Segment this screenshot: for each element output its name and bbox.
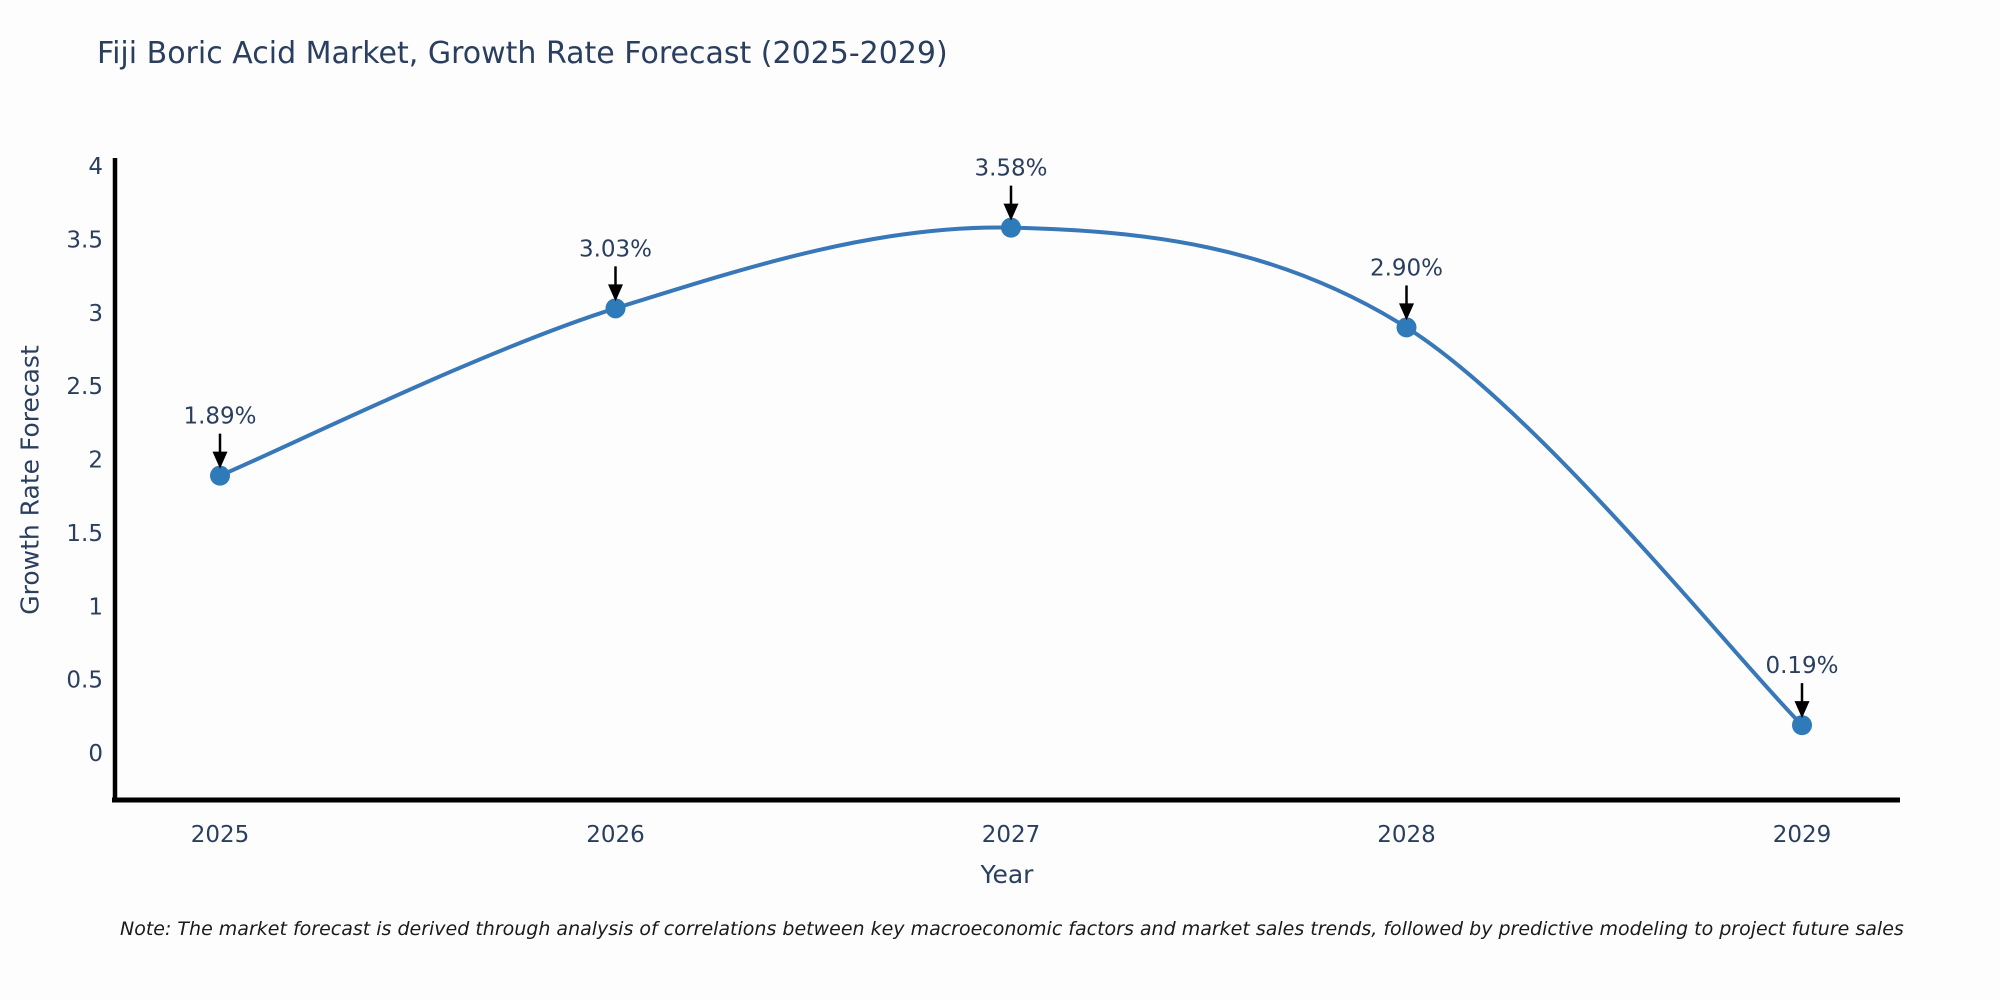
data-point-marker (1001, 217, 1021, 238)
x-tick-label: 2025 (191, 822, 250, 848)
y-tick-label: 0 (88, 741, 103, 767)
y-tick-label: 2.5 (66, 374, 103, 400)
data-point-marker (605, 298, 626, 319)
x-tick-label: 2026 (586, 822, 645, 848)
point-value-label: 3.58% (974, 156, 1047, 182)
y-tick-label: 2 (88, 448, 103, 474)
y-tick-label: 4 (88, 154, 103, 180)
annotation-arrowhead-icon (1794, 701, 1810, 719)
data-point-marker (1792, 715, 1812, 736)
annotation-arrowhead-icon (608, 284, 623, 302)
x-tick-label: 2029 (1773, 822, 1832, 848)
chart-footnote: Note: The market forecast is derived thr… (120, 918, 1904, 940)
data-point-marker (210, 465, 230, 486)
y-tick-label: 1.5 (66, 521, 103, 547)
data-point-marker (1396, 317, 1417, 338)
x-tick-label: 2027 (982, 822, 1041, 848)
point-value-label: 3.03% (579, 236, 652, 262)
annotation-arrowhead-icon (212, 451, 228, 469)
y-tick-label: 3 (88, 301, 103, 327)
point-value-label: 1.89% (183, 404, 256, 430)
chart-title: Fiji Boric Acid Market, Growth Rate Fore… (97, 36, 948, 71)
point-value-label: 2.90% (1370, 255, 1443, 281)
annotation-arrowhead-icon (1399, 303, 1414, 321)
y-tick-label: 0.5 (66, 668, 103, 694)
point-value-label: 0.19% (1765, 653, 1838, 679)
y-tick-label: 1 (88, 594, 103, 620)
series-line (218, 225, 1804, 728)
x-axis-title: Year (980, 860, 1034, 889)
y-tick-label: 3.5 (66, 227, 103, 253)
annotation-arrowhead-icon (1003, 203, 1019, 221)
x-tick-label: 2028 (1377, 822, 1436, 848)
